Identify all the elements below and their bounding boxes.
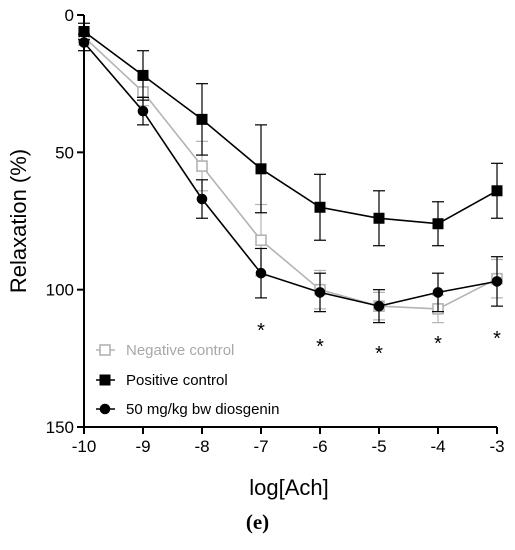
data-point: [196, 193, 208, 205]
x-axis-title: log[Ach]: [249, 475, 329, 500]
data-point: [314, 287, 326, 298]
data-point: [491, 185, 503, 197]
y-tick-label: 100: [46, 281, 74, 300]
series-1: [78, 22, 503, 247]
significance-star: *: [434, 333, 442, 355]
legend-label: Negative control: [126, 342, 234, 359]
legend-marker: [99, 403, 111, 415]
x-tick-label: -5: [371, 437, 386, 456]
data-point: [196, 160, 208, 172]
significance-star: *: [316, 336, 324, 358]
x-tick-label: -9: [135, 437, 150, 456]
data-point: [373, 212, 385, 224]
relaxation-chart: -10 -9 -8 -7 -6 -5 -4 -3 0 50 100 150 * * * * * Negativ…: [6, 6, 505, 500]
legend-item: Negative control: [96, 342, 234, 359]
series-line: [83, 30, 498, 225]
y-tick-label: 150: [46, 418, 74, 437]
data-point: [137, 105, 149, 117]
data-point: [314, 201, 326, 213]
data-point: [255, 163, 267, 175]
legend-label: 50 mg/kg bw diosgenin: [126, 401, 279, 418]
legend-label: Positive control: [126, 372, 228, 389]
legend-marker: [99, 344, 111, 356]
legend-marker: [99, 374, 111, 386]
x-tick-label: -4: [430, 437, 445, 456]
x-tick-label: -7: [253, 437, 268, 456]
x-tick-label: -6: [312, 437, 327, 456]
y-tick-label: 0: [65, 6, 74, 25]
data-point: [432, 287, 444, 298]
legend-item: 50 mg/kg bw diosgenin: [96, 401, 279, 418]
significance-star: *: [493, 328, 501, 350]
data-point: [491, 276, 503, 287]
significance-star: *: [375, 343, 383, 365]
y-axis-title: Relaxation (%): [6, 149, 31, 293]
series-2: [78, 33, 503, 324]
data-point: [255, 234, 267, 247]
y-tick-label: 50: [55, 143, 74, 162]
x-tick-label: -8: [194, 437, 209, 456]
data-point: [255, 267, 267, 279]
data-point: [432, 218, 444, 230]
data-point: [137, 69, 149, 81]
data-point: [373, 300, 385, 312]
x-tick-label: -3: [489, 437, 504, 456]
series-line: [83, 41, 498, 307]
panel-label: (e): [245, 510, 270, 534]
legend-item: Positive control: [96, 372, 228, 389]
data-point: [78, 37, 90, 48]
data-point: [196, 113, 208, 125]
x-tick-label: -10: [72, 437, 97, 456]
significance-star: *: [257, 320, 265, 342]
series-line: [83, 36, 498, 310]
